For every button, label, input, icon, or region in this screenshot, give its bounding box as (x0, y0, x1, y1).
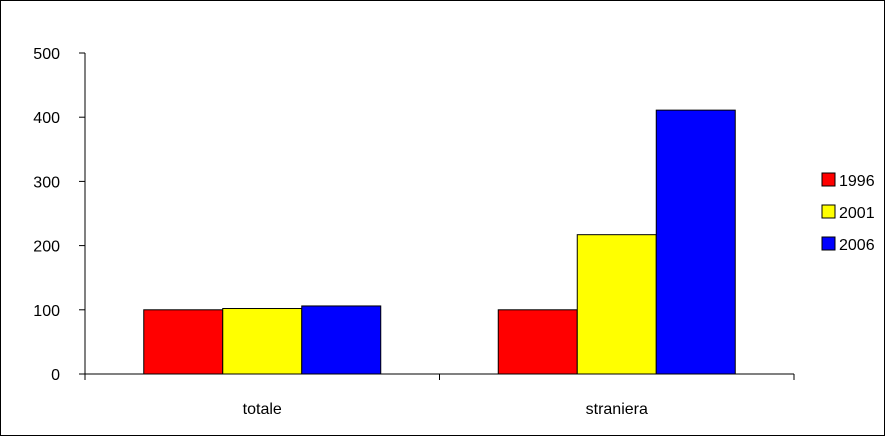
bar-straniera-2006 (655, 109, 736, 375)
legend: 1996 2001 2006 (821, 172, 875, 254)
x-category-label: straniera (586, 401, 648, 418)
bar-straniera-2001 (576, 234, 657, 375)
y-tick-label: 400 (33, 110, 60, 127)
y-tick-label: 200 (33, 239, 60, 256)
y-tick-label: 500 (33, 46, 60, 63)
legend-swatch-1996 (821, 172, 836, 187)
legend-label: 1996 (839, 173, 875, 190)
x-category-label: totale (243, 401, 282, 418)
y-axis: 0 100 200 300 400 500 (33, 46, 86, 384)
bar-straniera-1996 (497, 309, 578, 375)
bar-totale-2006 (301, 305, 382, 375)
y-tick-label: 100 (33, 303, 60, 320)
legend-swatch-2001 (821, 204, 836, 219)
y-tick-label: 300 (33, 174, 60, 191)
x-axis: totale straniera (84, 373, 795, 418)
legend-label: 2001 (839, 205, 875, 222)
bar-totale-2001 (222, 308, 303, 375)
legend-swatch-2006 (821, 236, 836, 251)
legend-label: 2006 (839, 237, 875, 254)
bar-totale-1996 (143, 309, 224, 375)
bars (143, 109, 736, 375)
y-tick-label: 0 (51, 367, 60, 384)
